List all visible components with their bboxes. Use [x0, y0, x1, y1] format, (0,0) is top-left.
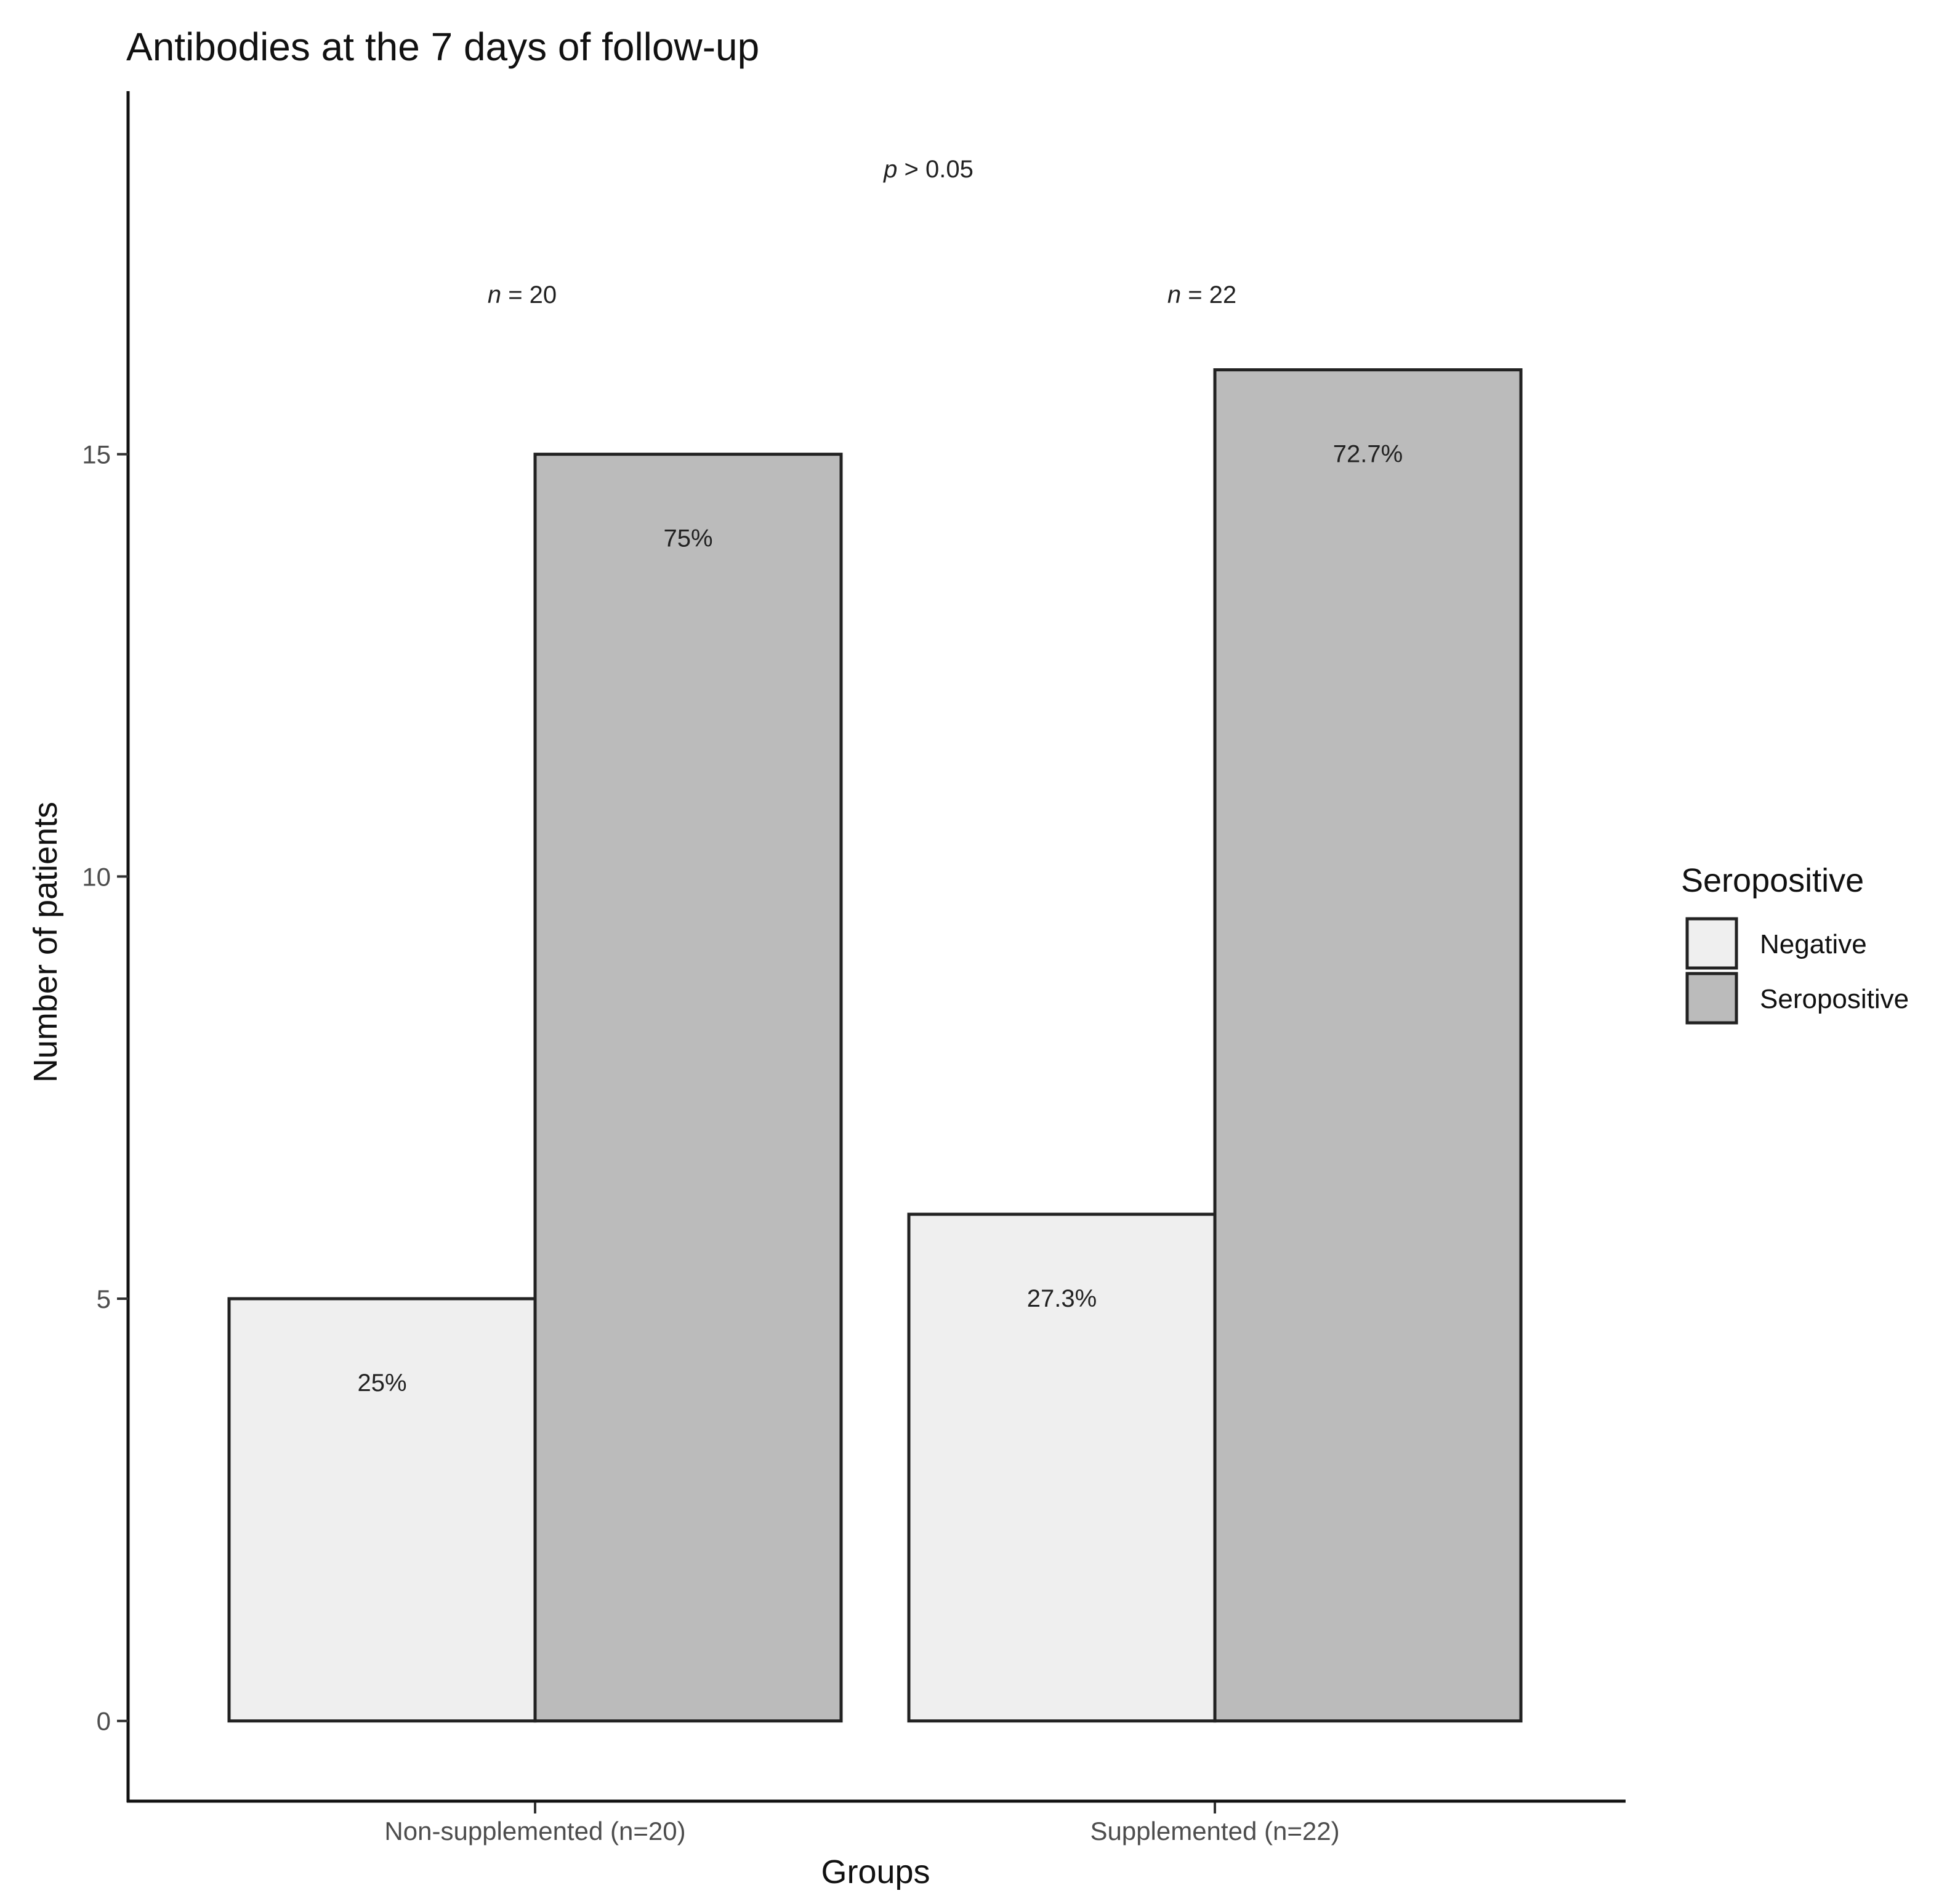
legend-label-seropositive: Seropositive — [1760, 984, 1909, 1014]
n-value: = 20 — [501, 281, 557, 309]
x-axis-title: Groups — [821, 1854, 930, 1890]
group-n-annotation: n = 20 — [488, 281, 557, 309]
legend-title: Seropositive — [1681, 862, 1864, 899]
n-annotations-layer: n = 20 n = 22 — [488, 281, 1236, 309]
bar-negative-1 — [227, 1297, 537, 1723]
p-value-annotation: p > 0.05 — [883, 156, 974, 183]
y-ticks-layer: 0 5 10 15 — [82, 440, 128, 1736]
bar-label-negative-1: 25% — [357, 1370, 406, 1397]
n-symbol: n — [1167, 281, 1181, 309]
bar-label-seropositive-1: 75% — [663, 525, 712, 552]
legend-key-seropositive — [1685, 972, 1738, 1025]
chart-title: Antibodies at the 7 days of follow-up — [126, 25, 759, 69]
p-symbol: p — [883, 156, 897, 183]
x-tick-label: Non-supplemented (n=20) — [384, 1817, 685, 1846]
n-value: = 22 — [1181, 281, 1236, 309]
n-symbol: n — [488, 281, 501, 309]
bar-label-seropositive-2: 72.7% — [1333, 441, 1403, 468]
y-tick-label: 10 — [82, 862, 111, 891]
legend-label-negative: Negative — [1760, 929, 1867, 959]
bar-seropositive-1 — [533, 453, 843, 1723]
legend-key-negative — [1685, 917, 1738, 970]
y-axis-title: Number of patients — [27, 802, 64, 1083]
bar-negative-2 — [907, 1212, 1217, 1723]
bars-layer — [227, 368, 1523, 1723]
legend: Negative Seropositive — [1685, 917, 1909, 1025]
y-tick-label: 15 — [82, 440, 111, 469]
bar-labels-layer: 25% 75% 27.3% 72.7% — [357, 441, 1403, 1397]
p-threshold: > 0.05 — [897, 156, 973, 183]
group-n-annotation: n = 22 — [1167, 281, 1236, 309]
x-tick-label: Supplemented (n=22) — [1090, 1817, 1339, 1846]
bar-seropositive-2 — [1213, 368, 1523, 1723]
bar-label-negative-2: 27.3% — [1027, 1285, 1097, 1312]
x-ticks-layer: Non-supplemented (n=20) Supplemented (n=2… — [384, 1802, 1340, 1846]
y-tick-label: 5 — [97, 1285, 111, 1313]
y-tick-label: 0 — [97, 1707, 111, 1736]
